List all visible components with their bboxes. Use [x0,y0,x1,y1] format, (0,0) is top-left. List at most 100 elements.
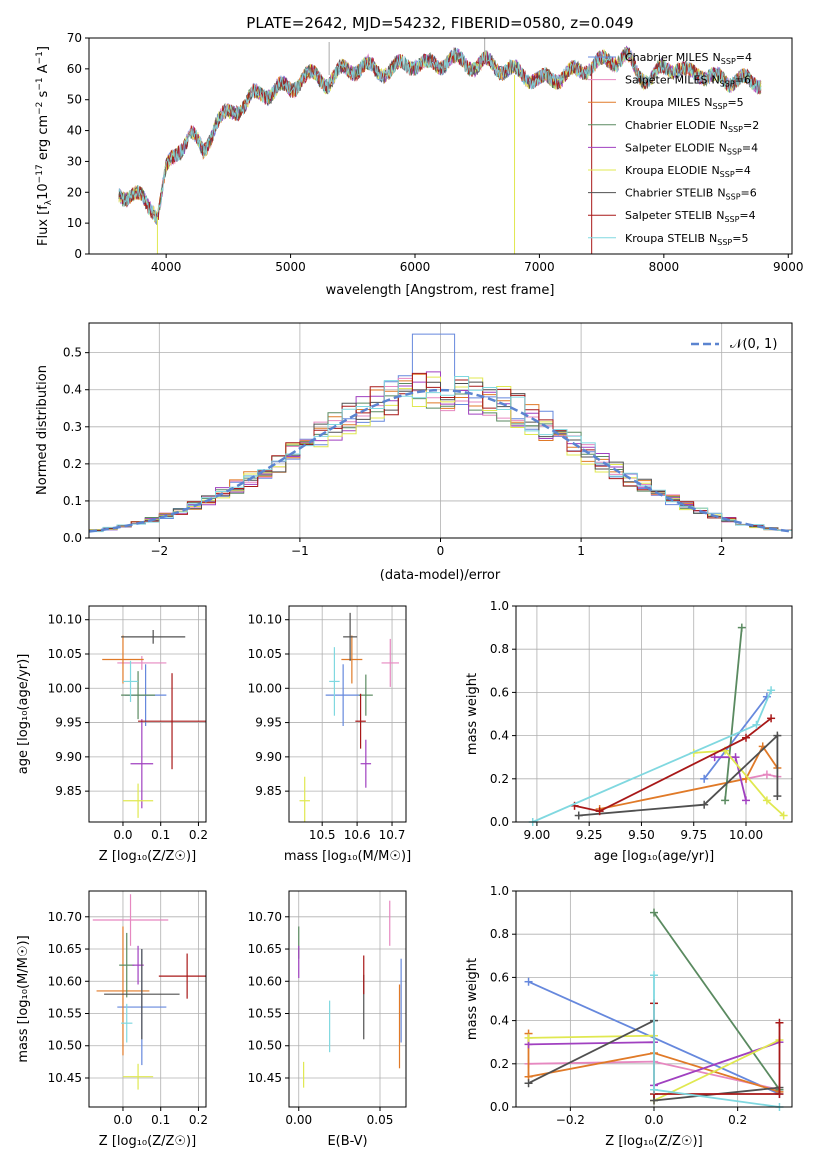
legend-n-prefix: N [717,187,725,200]
y-tick-label: 70 [67,31,82,45]
legend-n-equals: = [739,209,748,222]
y-tick-label: 0.8 [490,927,509,941]
x-tick-label: 0.0 [113,1113,132,1127]
legend-entry: Kroupa MILES NSSP=5 [625,96,744,111]
y-tick-label: 10.05 [48,647,82,661]
y-tick-label: 10.70 [248,910,282,924]
y-axis-label-part: ] [36,46,51,51]
legend-n-subscript: SSP [721,57,736,66]
legend-entry: Kroupa STELIB NSSP=5 [625,232,748,247]
x-tick-label: 10.00 [729,828,763,842]
legend-series-name: Chabrier MILES [625,51,709,64]
axes-frame [88,605,207,823]
y-tick-label: 0.0 [63,531,82,545]
y-axis-label: Flux [fλ10−17 erg cm−2 s−1 A−1] [35,46,54,246]
x-tick-label: 9.75 [680,828,707,842]
y-tick-label: 10.55 [248,1007,282,1021]
x-axis-label: mass [log₁₀(M/M☉)] [284,849,411,864]
x-tick-label: 0.00 [285,1113,312,1127]
y-tick-label: 20 [67,185,82,199]
y-tick-label: 10.45 [248,1071,282,1085]
x-axis-label: Z [log₁₀(Z/Z☉)] [605,1134,702,1149]
axes-frame [515,890,793,1108]
y-tick-label: 60 [67,62,82,76]
x-tick-label: 0.0 [644,1113,663,1127]
weight-series-line [527,1033,780,1093]
x-tick-label: 5000 [275,260,306,274]
y-tick-label: 0.2 [490,772,509,786]
y-axis-label-part: A [36,64,51,77]
legend-series-name: Salpeter MILES [625,74,707,87]
legend-n-subscript: SSP [728,125,743,134]
x-tick-label: 0.1 [151,1113,170,1127]
legend-n-subscript: SSP [727,147,742,156]
x-tick-label: 10.5 [309,828,336,842]
y-axis-label-part: erg cm [36,115,51,164]
x-tick-label: 9000 [773,260,804,274]
legend-n-value: 5 [737,96,744,109]
errorbar-points [299,612,400,822]
y-tick-label: 1.0 [490,884,509,898]
x-tick-label: 0.1 [151,828,170,842]
y-tick-label: 40 [67,124,82,138]
x-tick-label: 10.7 [379,828,406,842]
weight-series-line [745,773,778,780]
x-tick-label: 9.00 [524,828,551,842]
legend-series-name: Kroupa ELODIE [625,164,707,177]
weight-series-line [599,744,779,810]
legend-n-value: 4 [744,164,751,177]
legend-n-value: 4 [749,209,756,222]
y-tick-label: 10.10 [48,613,82,627]
y-tick-label: 0.4 [490,1014,509,1028]
legend-n-equals: = [735,74,744,87]
y-tick-label: 0.4 [63,383,82,397]
x-tick-label: −2 [150,544,168,558]
y-axis-label: mass weight [465,673,480,755]
y-tick-label: 0.2 [63,457,82,471]
legend-series-name: Salpeter ELODIE [625,141,715,154]
x-axis-label: Z [log₁₀(Z/Z☉)] [99,1134,196,1149]
axes-frame [288,890,407,1108]
legend-n-equals: = [743,119,752,132]
legend-n-prefix: N [711,74,719,87]
y-tick-label: 10.65 [248,942,282,956]
legend-entry: 𝒩(0, 1) [730,337,777,352]
x-tick-label: 8000 [649,260,680,274]
axes-frame [88,322,793,539]
x-tick-label: 4000 [151,260,182,274]
axes-frame [88,890,207,1108]
normal-reference-curve [89,388,792,533]
x-axis-label: age [log₁₀(age/yr)] [594,849,715,864]
legend-series-name: Kroupa MILES [625,96,700,109]
x-tick-label: −0.2 [556,1113,585,1127]
legend-n-subscript: SSP [726,193,741,202]
spectrum-lines [118,38,762,254]
weight-series-line [653,912,781,1091]
legend-n-subscript: SSP [720,170,735,179]
x-axis-label: wavelength [Angstrom, rest frame] [326,283,555,298]
y-tick-label: 30 [67,154,82,168]
weight-series-line [703,696,768,780]
y-axis-label: mass weight [465,958,480,1040]
weight-series-line [578,733,779,817]
x-tick-label: 9.25 [576,828,603,842]
y-tick-label: 0.1 [63,494,82,508]
legend-n-subscript: SSP [712,102,727,111]
legend-n-prefix: N [709,232,717,245]
figure-title: PLATE=2642, MJD=54232, FIBERID=0580, z=0… [246,14,633,32]
weight-series-line [574,717,772,813]
legend-series-name: Kroupa STELIB [625,232,705,245]
y-axis-label: age [log₁₀(age/yr)] [16,654,31,775]
weight-series [524,908,784,1111]
legend-n-value: 5 [741,232,748,245]
y-tick-label: 10.60 [48,974,82,988]
axes-frame [515,605,793,823]
legend-n-value: 6 [750,187,757,200]
legend-n-equals: = [732,232,741,245]
legend-n-equals: = [727,96,736,109]
legend-series-name: Chabrier STELIB [625,187,713,200]
x-axis-label: E(B-V) [327,1134,367,1149]
legend-entry: Chabrier STELIB NSSP=6 [625,187,757,202]
x-tick-label: 7000 [524,260,555,274]
